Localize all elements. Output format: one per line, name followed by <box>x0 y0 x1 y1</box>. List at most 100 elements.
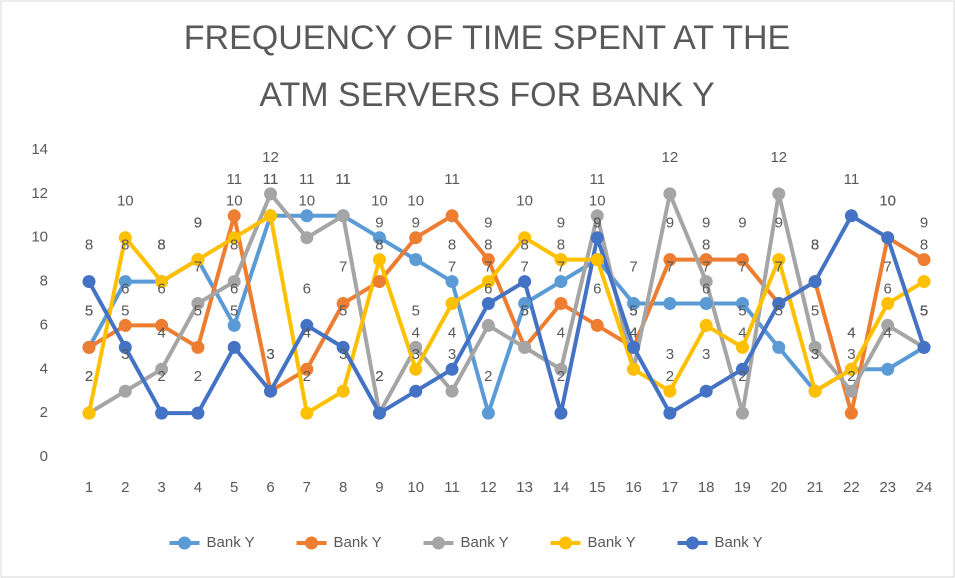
data-point <box>699 253 713 267</box>
data-label: 6 <box>303 280 311 297</box>
data-label: 2 <box>303 368 311 385</box>
data-label: 3 <box>266 346 274 363</box>
data-point <box>844 209 858 223</box>
data-label: 8 <box>920 237 928 254</box>
data-label: 8 <box>448 237 456 254</box>
data-label: 9 <box>194 215 202 232</box>
legend-label: Bank Y <box>715 534 763 551</box>
data-point <box>300 209 314 223</box>
data-point <box>554 406 568 420</box>
data-point <box>735 362 749 376</box>
data-label: 8 <box>375 237 383 254</box>
data-label: 3 <box>666 346 674 363</box>
data-label: 10 <box>298 193 315 210</box>
data-point <box>663 406 677 420</box>
data-label: 4 <box>847 324 855 341</box>
data-label: 11 <box>226 171 242 188</box>
legend-marker <box>686 536 699 550</box>
data-label: 5 <box>520 302 528 319</box>
data-label: 8 <box>811 237 819 254</box>
x-tick-label: 8 <box>339 479 347 496</box>
data-label: 7 <box>520 258 528 275</box>
chart-title: ATM SERVERS FOR BANK Y <box>259 76 714 114</box>
data-label: 7 <box>775 258 783 275</box>
data-label: 4 <box>157 324 165 341</box>
data-point <box>409 253 423 267</box>
data-point <box>844 406 858 420</box>
data-label: 5 <box>121 302 129 319</box>
data-point <box>663 253 677 267</box>
data-label: 5 <box>412 302 420 319</box>
data-label: 6 <box>593 280 601 297</box>
data-point <box>627 340 641 354</box>
data-point <box>155 406 169 420</box>
data-point <box>336 384 350 398</box>
data-label: 5 <box>520 302 528 319</box>
y-tick-label: 0 <box>40 448 48 465</box>
data-point <box>191 297 205 310</box>
data-point <box>82 275 96 289</box>
data-point <box>155 275 169 289</box>
data-point <box>881 231 895 245</box>
data-label: 2 <box>847 368 855 385</box>
data-label: 5 <box>230 302 238 319</box>
data-label: 2 <box>738 368 746 385</box>
data-point <box>191 406 205 420</box>
data-label: 6 <box>230 280 238 297</box>
data-label: 9 <box>593 215 601 232</box>
data-point <box>518 297 532 310</box>
data-point <box>735 253 749 267</box>
data-point <box>735 406 749 420</box>
data-point <box>191 340 205 354</box>
data-point <box>881 297 895 310</box>
chart-title: FREQUENCY OF TIME SPENT AT THE <box>184 19 790 57</box>
data-point <box>627 362 641 376</box>
data-label: 8 <box>85 237 93 254</box>
data-point <box>336 297 350 310</box>
x-tick-label: 15 <box>589 479 606 496</box>
legend-marker <box>178 536 191 550</box>
data-label: 9 <box>557 215 565 232</box>
data-point <box>881 318 895 332</box>
data-point <box>481 253 495 267</box>
x-tick-label: 5 <box>230 479 238 496</box>
data-label: 5 <box>194 302 202 319</box>
data-point <box>663 187 677 201</box>
data-label: 7 <box>884 258 892 275</box>
x-tick-label: 16 <box>625 479 642 496</box>
series-line <box>87 213 926 416</box>
data-point <box>336 209 350 223</box>
data-label: 9 <box>194 215 202 232</box>
data-label: 8 <box>811 237 819 254</box>
series-line <box>87 213 926 416</box>
data-point <box>300 406 314 420</box>
x-tick-label: 11 <box>444 479 460 496</box>
data-point <box>844 362 858 376</box>
data-point <box>191 253 205 267</box>
x-tick-label: 12 <box>480 479 497 496</box>
data-point <box>300 318 314 332</box>
data-label: 2 <box>85 368 93 385</box>
data-label: 3 <box>702 346 710 363</box>
data-label: 4 <box>412 324 420 341</box>
data-label: 5 <box>629 302 637 319</box>
data-label: 7 <box>194 258 202 275</box>
x-tick-label: 2 <box>121 479 129 496</box>
data-label: 4 <box>629 324 637 341</box>
data-point <box>300 231 314 245</box>
data-point <box>590 318 604 332</box>
data-label: 10 <box>407 193 424 210</box>
data-label: 3 <box>266 346 274 363</box>
data-label: 10 <box>879 193 896 210</box>
data-point <box>808 384 822 398</box>
data-label: 11 <box>335 171 351 188</box>
legend-label: Bank Y <box>461 534 509 551</box>
data-label: 7 <box>484 258 492 275</box>
data-label: 11 <box>299 171 315 188</box>
legend-marker <box>432 536 445 550</box>
data-label: 5 <box>85 302 93 319</box>
data-label: 7 <box>339 258 347 275</box>
y-tick-label: 4 <box>40 360 48 377</box>
data-label: 5 <box>811 302 819 319</box>
data-label: 6 <box>157 280 165 297</box>
